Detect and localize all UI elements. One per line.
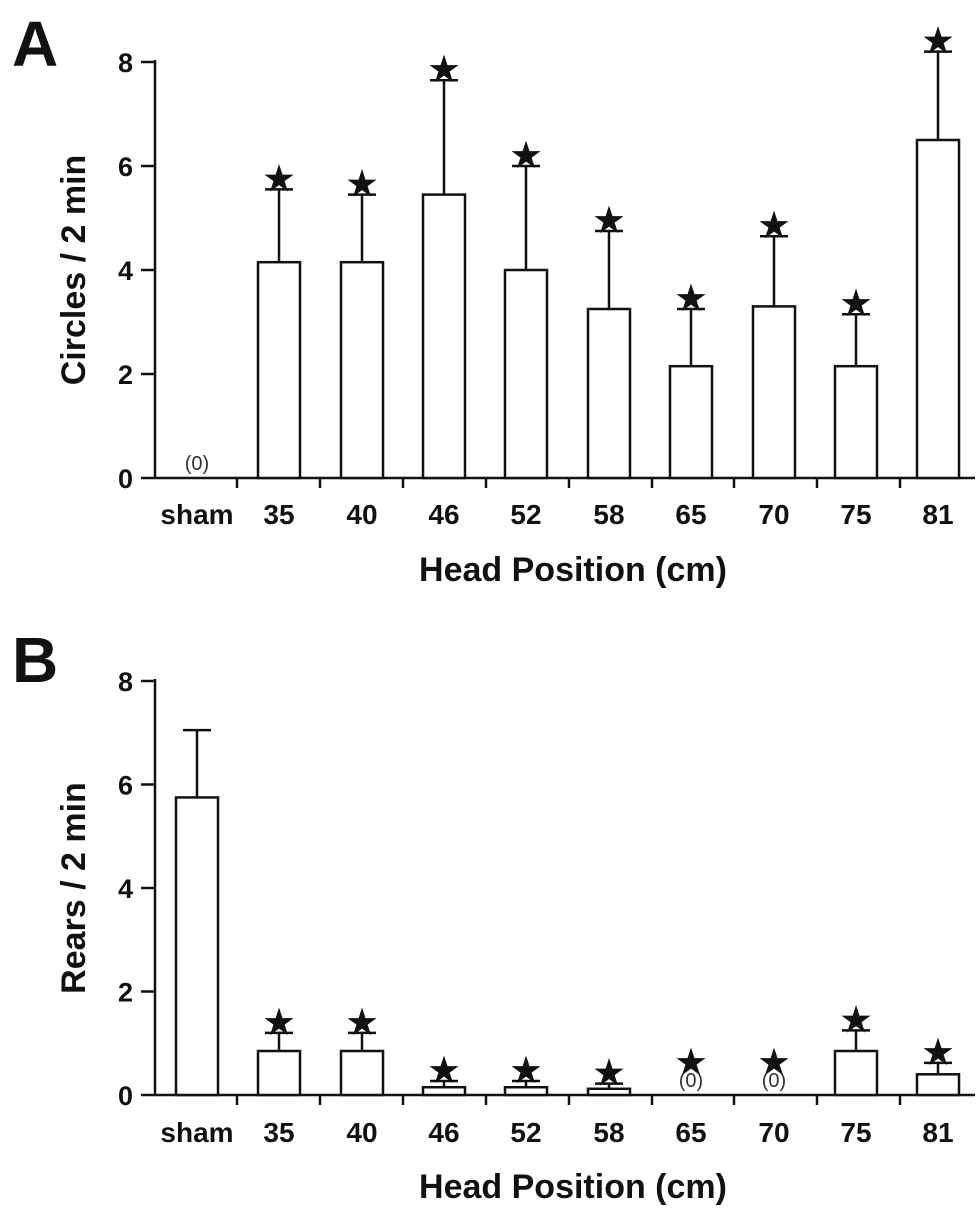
x-tick-label: 81 [922, 499, 953, 530]
panel-a-chart: A02468(0)sham★35★40★46★52★58★65★70★75★81… [12, 8, 975, 589]
x-tick-label: 75 [840, 1117, 871, 1148]
bar [915, 1073, 961, 1097]
significance-star: ★ [757, 203, 791, 247]
y-tick-label: 0 [118, 1081, 133, 1111]
x-tick-label: 40 [346, 1117, 377, 1148]
panel-letter: A [12, 8, 58, 80]
y-tick-label: 8 [118, 48, 133, 78]
y-tick-label: 6 [118, 771, 133, 801]
x-axis-title: Head Position (cm) [419, 1168, 727, 1206]
significance-star: ★ [509, 133, 543, 177]
y-axis-title: Rears / 2 min [55, 782, 93, 994]
y-tick-label: 0 [118, 464, 133, 494]
bar [421, 193, 467, 480]
zero-value-label: (0) [762, 1070, 786, 1092]
significance-star: ★ [592, 1051, 626, 1095]
y-tick-label: 6 [118, 152, 133, 182]
bar [586, 307, 632, 480]
significance-star: ★ [674, 276, 708, 320]
x-tick-label: 52 [510, 499, 541, 530]
bar [256, 260, 302, 480]
bar [915, 138, 961, 480]
x-tick-label: 35 [263, 1117, 294, 1148]
y-tick-label: 4 [118, 874, 133, 904]
x-tick-label: 46 [428, 499, 459, 530]
significance-star: ★ [674, 1040, 708, 1084]
significance-star: ★ [921, 1030, 955, 1074]
significance-star: ★ [839, 281, 873, 325]
significance-star: ★ [757, 1040, 791, 1084]
bar [668, 364, 714, 480]
bar [833, 1049, 879, 1097]
bar [339, 1049, 385, 1097]
significance-star: ★ [427, 1048, 461, 1092]
y-tick-label: 8 [118, 667, 133, 697]
x-tick-label: 81 [922, 1117, 953, 1148]
x-tick-label: sham [160, 1117, 233, 1148]
y-tick-label: 4 [118, 256, 133, 286]
zero-value-label: (0) [679, 1070, 703, 1092]
x-tick-label: 52 [510, 1117, 541, 1148]
bar [751, 305, 797, 480]
bar [174, 796, 220, 1097]
y-tick-label: 2 [118, 360, 133, 390]
x-tick-label: 46 [428, 1117, 459, 1148]
y-tick-label: 2 [118, 978, 133, 1008]
x-tick-label: 65 [675, 499, 706, 530]
significance-star: ★ [427, 47, 461, 91]
x-axis-title: Head Position (cm) [419, 551, 727, 589]
panel-letter: B [12, 624, 58, 696]
bar [339, 260, 385, 480]
significance-star: ★ [262, 156, 296, 200]
significance-star: ★ [592, 198, 626, 242]
x-tick-label: 70 [758, 1117, 789, 1148]
x-tick-label: 58 [593, 499, 624, 530]
significance-star: ★ [262, 1000, 296, 1044]
x-tick-label: 58 [593, 1117, 624, 1148]
significance-star: ★ [921, 19, 955, 63]
significance-star: ★ [839, 997, 873, 1041]
x-tick-label: sham [160, 499, 233, 530]
x-tick-label: 70 [758, 499, 789, 530]
x-tick-label: 40 [346, 499, 377, 530]
x-tick-label: 65 [675, 1117, 706, 1148]
bar [256, 1049, 302, 1097]
significance-star: ★ [509, 1048, 543, 1092]
significance-star: ★ [345, 162, 379, 206]
significance-star: ★ [345, 1000, 379, 1044]
zero-value-label: (0) [185, 453, 209, 475]
bar [833, 364, 879, 480]
panel-b-chart: B02468sham★35★40★46★52★58(0)★65(0)★70★75… [12, 624, 975, 1206]
bar [503, 268, 549, 480]
y-axis-title: Circles / 2 min [55, 155, 93, 386]
x-tick-label: 75 [840, 499, 871, 530]
x-tick-label: 35 [263, 499, 294, 530]
